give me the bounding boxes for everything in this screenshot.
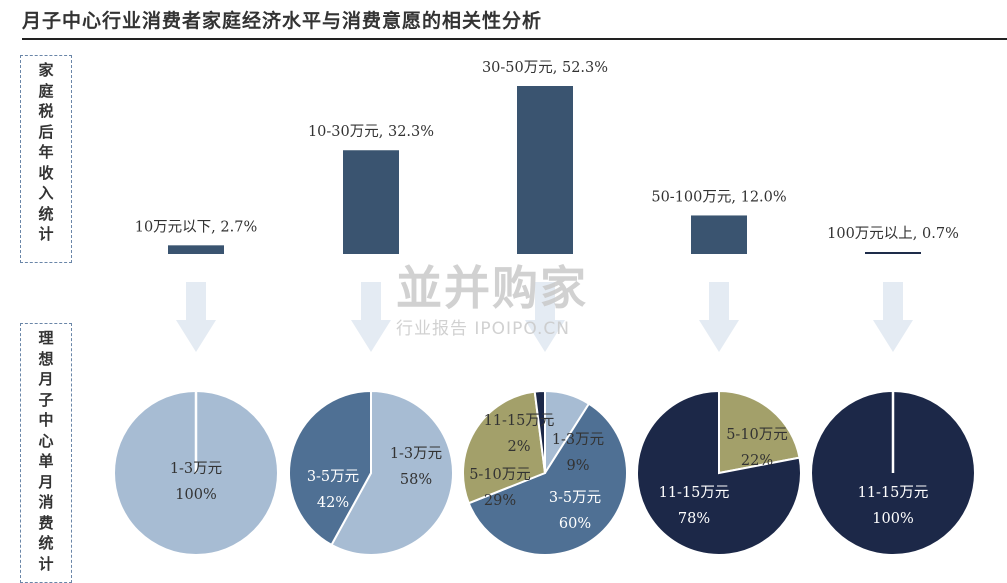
side-label-char: 中: [38, 411, 54, 429]
down-arrow-icon: [873, 282, 913, 352]
income-bar: [168, 245, 224, 254]
side-label-char: 庭: [38, 81, 54, 100]
page-title: 月子中心行业消费者家庭经济水平与消费意愿的相关性分析: [22, 10, 543, 32]
side-label-char: 年: [38, 143, 54, 161]
side-label-char: 计: [38, 554, 54, 573]
title-divider: [22, 38, 1007, 40]
pie-slice-label: 3-5万元: [549, 490, 601, 506]
side-label-char: 单: [38, 452, 54, 470]
side-label-char: 统: [38, 534, 54, 552]
side-label-char: 消: [38, 493, 54, 511]
side-label-char: 子: [38, 390, 54, 409]
pie-slice-value: 22%: [741, 453, 773, 469]
pie-slice: [467, 402, 628, 556]
side-label-char: 月: [38, 370, 54, 388]
pie-slice: [636, 389, 802, 556]
income-bar-label: 100万元以上, 0.7%: [827, 225, 959, 242]
income-bar: [691, 215, 747, 254]
side-label-char: 心: [38, 431, 54, 450]
pie-slice: [462, 390, 547, 505]
pie-slice-value: 9%: [566, 458, 589, 474]
pie-slice-value: 78%: [678, 511, 710, 527]
pie-slice-value: 42%: [317, 495, 349, 511]
pie-slice-value: 58%: [400, 472, 432, 488]
income-bar: [865, 252, 921, 254]
down-arrow-icon: [351, 282, 391, 352]
pie-slice-label: 5-10万元: [469, 467, 531, 483]
side-label-char: 收: [38, 163, 54, 182]
side-label-char: 税: [38, 102, 54, 120]
pie-slice: [288, 389, 372, 547]
spending-section-label: 理想月子中心单月消费统计: [20, 323, 72, 583]
pie-slice: [330, 389, 454, 556]
down-arrow-icon: [699, 282, 739, 352]
side-label-char: 计: [38, 225, 54, 243]
income-bar: [343, 150, 399, 254]
pie-slice: [533, 389, 546, 474]
income-bar-label: 30-50万元, 52.3%: [482, 60, 608, 76]
pie-slice-value: 100%: [175, 487, 216, 503]
side-label-char: 后: [38, 122, 54, 141]
pie-slice-label: 5-10万元: [726, 427, 788, 443]
pie-slice-value: 100%: [872, 511, 913, 527]
side-label-char: 费: [38, 513, 54, 532]
pie-slice-label: 11-15万元: [858, 485, 929, 501]
side-label-char: 入: [38, 184, 54, 202]
pie-slice: [718, 389, 801, 475]
side-label-char: 理: [38, 329, 54, 347]
pie-slice-label: 1-3万元: [390, 446, 442, 462]
side-label-char: 月: [38, 472, 54, 491]
pie-slice-label: 1-3万元: [552, 432, 604, 448]
income-section-label: 家庭税后年收入统计: [20, 55, 72, 263]
pie-slice-label: 3-5万元: [307, 469, 359, 485]
down-arrow-icon: [525, 282, 565, 352]
down-arrow-icon: [176, 282, 216, 352]
income-bar-label: 50-100万元, 12.0%: [651, 189, 786, 205]
pie-slice-value: 29%: [484, 493, 516, 509]
side-label-char: 统: [38, 204, 54, 223]
income-bar-label: 10-30万元, 32.3%: [308, 124, 434, 140]
side-label-char: 想: [38, 349, 54, 368]
pie-slice-label: 11-15万元: [659, 485, 730, 501]
pie-slice-value: 2%: [507, 439, 530, 455]
pie-slice-label: 1-3万元: [170, 461, 222, 477]
income-bar-label: 10万元以下, 2.7%: [135, 219, 258, 235]
pie-slice-label: 11-15万元: [484, 413, 555, 429]
side-label-char: 家: [38, 61, 54, 79]
income-bar: [517, 86, 573, 254]
pie-slice-value: 60%: [559, 516, 591, 532]
